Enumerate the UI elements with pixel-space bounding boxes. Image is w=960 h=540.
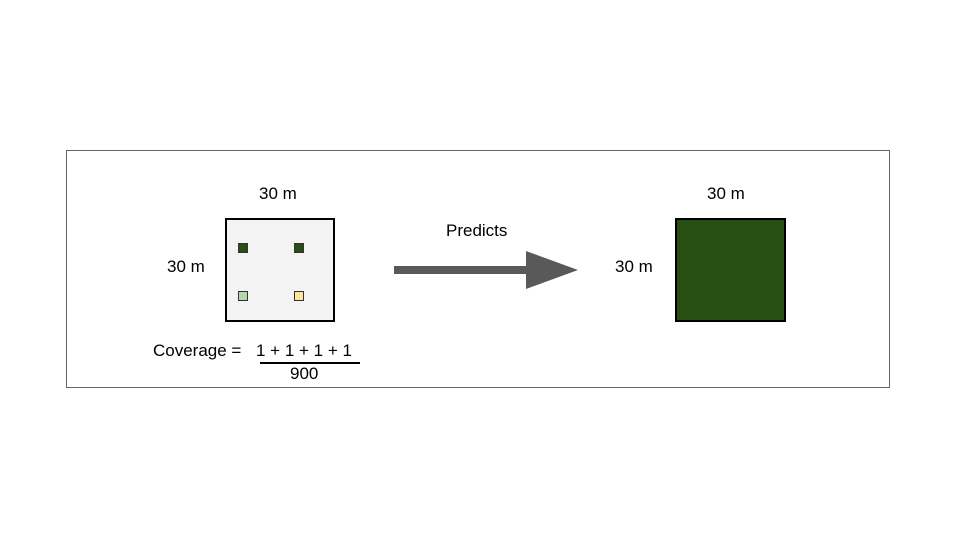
output-cell-width-label: 30 m: [707, 184, 745, 203]
fraction-bar: [260, 362, 360, 364]
coverage-formula-prefix: Coverage =: [153, 341, 242, 360]
sample-bottom-right: [294, 291, 304, 301]
output-cell-height-label: 30 m: [615, 257, 653, 276]
sample-bottom-left: [238, 291, 248, 301]
sample-top-left: [238, 243, 248, 253]
sample-top-right: [294, 243, 304, 253]
coverage-formula-denominator: 900: [290, 364, 319, 383]
input-cell: [225, 218, 335, 322]
input-cell-height-label: 30 m: [167, 257, 205, 276]
predicts-label: Predicts: [446, 221, 508, 240]
output-cell: [675, 218, 786, 322]
input-cell-width-label: 30 m: [259, 184, 297, 203]
predicts-arrow: [394, 251, 578, 289]
coverage-formula-numerator: 1 + 1 + 1 + 1: [256, 341, 352, 360]
